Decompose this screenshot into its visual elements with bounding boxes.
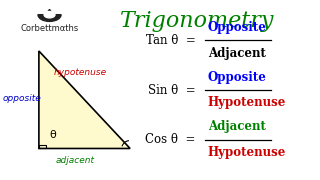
Text: Tan θ  =: Tan θ = — [146, 34, 196, 47]
Text: Cos θ  =: Cos θ = — [145, 133, 196, 146]
Text: Hypotenuse: Hypotenuse — [208, 96, 286, 109]
Text: Adjacent: Adjacent — [208, 47, 266, 60]
Text: Opposite: Opposite — [208, 21, 267, 34]
Text: Adjacent: Adjacent — [208, 120, 266, 133]
Circle shape — [44, 12, 55, 18]
Text: Opposite: Opposite — [208, 71, 267, 84]
Text: Hypotenuse: Hypotenuse — [208, 146, 286, 159]
Wedge shape — [38, 15, 61, 21]
Polygon shape — [46, 9, 53, 15]
Text: Corbettmαths: Corbettmαths — [20, 24, 79, 33]
Text: Trigonometry: Trigonometry — [120, 10, 274, 32]
Text: θ: θ — [49, 130, 56, 140]
Text: opposite: opposite — [3, 94, 42, 103]
Text: Sin θ  =: Sin θ = — [148, 84, 196, 96]
Text: adjacent: adjacent — [56, 156, 95, 165]
Polygon shape — [39, 51, 130, 148]
Text: hypotenuse: hypotenuse — [53, 68, 107, 77]
